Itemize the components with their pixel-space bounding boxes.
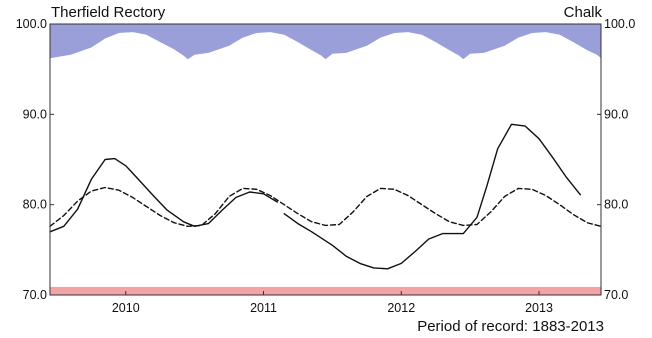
period-of-record-note: Period of record: 1883-2013: [417, 318, 604, 335]
axis-layer: 70.0 70.0 80.0 80.0 90.0 90.0 100.0 100.0 2010 20…: [16, 17, 636, 315]
dashed-series-line: [49, 186, 602, 227]
y-tick-label-right: 70.0: [604, 288, 628, 302]
y-tick-label-right: 80.0: [604, 198, 628, 212]
y-tick-label-left: 80.0: [23, 198, 47, 212]
chart-subtitle: Chalk: [564, 4, 603, 21]
y-tick-label-left: 70.0: [23, 288, 47, 302]
series-layer: [49, 123, 602, 270]
y-tick-label-left: 100.0: [16, 17, 47, 31]
x-tick-label: 2013: [525, 301, 553, 315]
band-layer: [50, 24, 601, 295]
x-tick-label: 2010: [112, 301, 140, 315]
chart-title: Therfield Rectory: [51, 4, 166, 21]
lower-band: [50, 286, 601, 295]
x-tick-label: 2011: [250, 301, 277, 315]
y-tick-label-left: 90.0: [23, 107, 47, 121]
x-tick-label: 2012: [387, 301, 415, 315]
y-tick-label-right: 90.0: [604, 107, 628, 121]
plot-frame: [49, 23, 602, 296]
solid-series-line-1: [49, 157, 278, 233]
upper-band: [50, 24, 601, 60]
solid-series-line-2: [283, 123, 581, 270]
y-tick-label-right: 100.0: [604, 17, 635, 31]
